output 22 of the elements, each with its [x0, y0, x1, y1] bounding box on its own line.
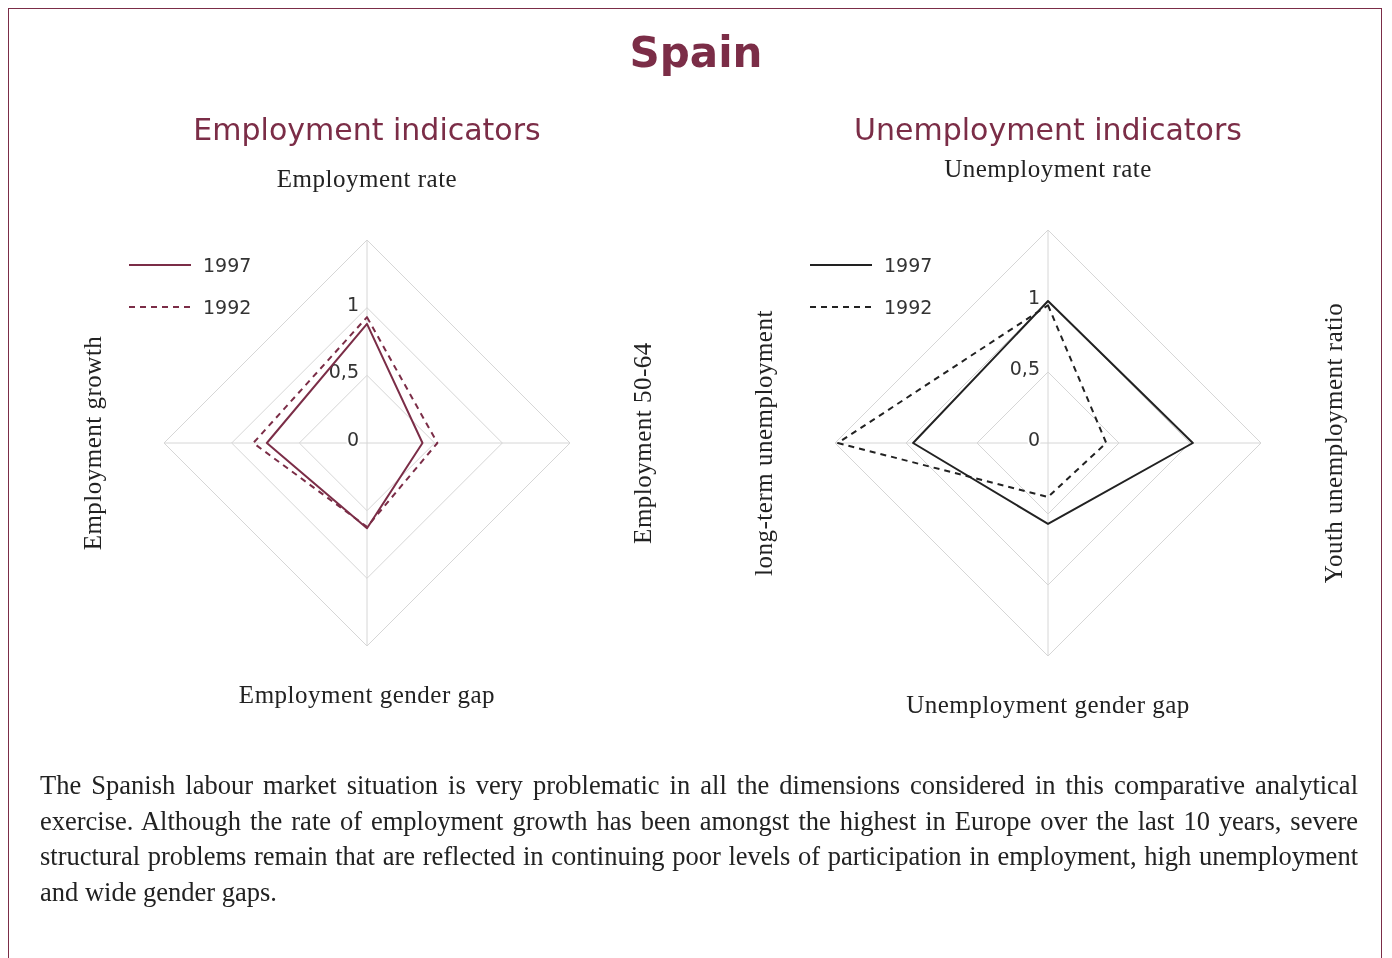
legend-label: 1997	[203, 254, 252, 276]
spoke-label: Employment growth	[78, 335, 106, 551]
chart-title: Employment indicators	[192, 112, 542, 147]
y-tick-label: 0,5	[328, 360, 359, 383]
spoke-label: Employment gender gap	[238, 680, 496, 708]
y-tick-label: 1	[346, 292, 359, 315]
spoke-label: Employment rate	[276, 164, 458, 192]
legend-label: 1997	[884, 254, 933, 276]
y-tick-label: 1	[1027, 286, 1040, 308]
spoke-label: Employment 50-64	[628, 342, 656, 544]
spoke-label: Unemployment rate	[944, 154, 1152, 182]
chart-title: Unemployment indicators	[853, 112, 1243, 147]
text: Spain	[628, 28, 764, 77]
legend-label: 1992	[884, 296, 933, 318]
spoke-label: long-term unemployment	[749, 310, 777, 576]
y-tick-label: 0	[346, 428, 359, 450]
text: The Spanish labour market situation is very problematic in all the dimensions considered in this comparative analytical exercise. Although the rate of employment growth has been amongst the highest in Europe over the last 10 years, severe structural problems remain that are reflected in continuing poor levels of participation in employment, high unemployment and wide gender gaps.	[40, 769, 1358, 909]
y-tick-label: 0	[1027, 428, 1040, 450]
spoke-label: Youth unemployment ratio	[1319, 302, 1347, 584]
spoke-label: Unemployment gender gap	[906, 690, 1190, 718]
legend-label: 1992	[203, 296, 252, 318]
y-tick-label: 0,5	[1009, 357, 1040, 379]
